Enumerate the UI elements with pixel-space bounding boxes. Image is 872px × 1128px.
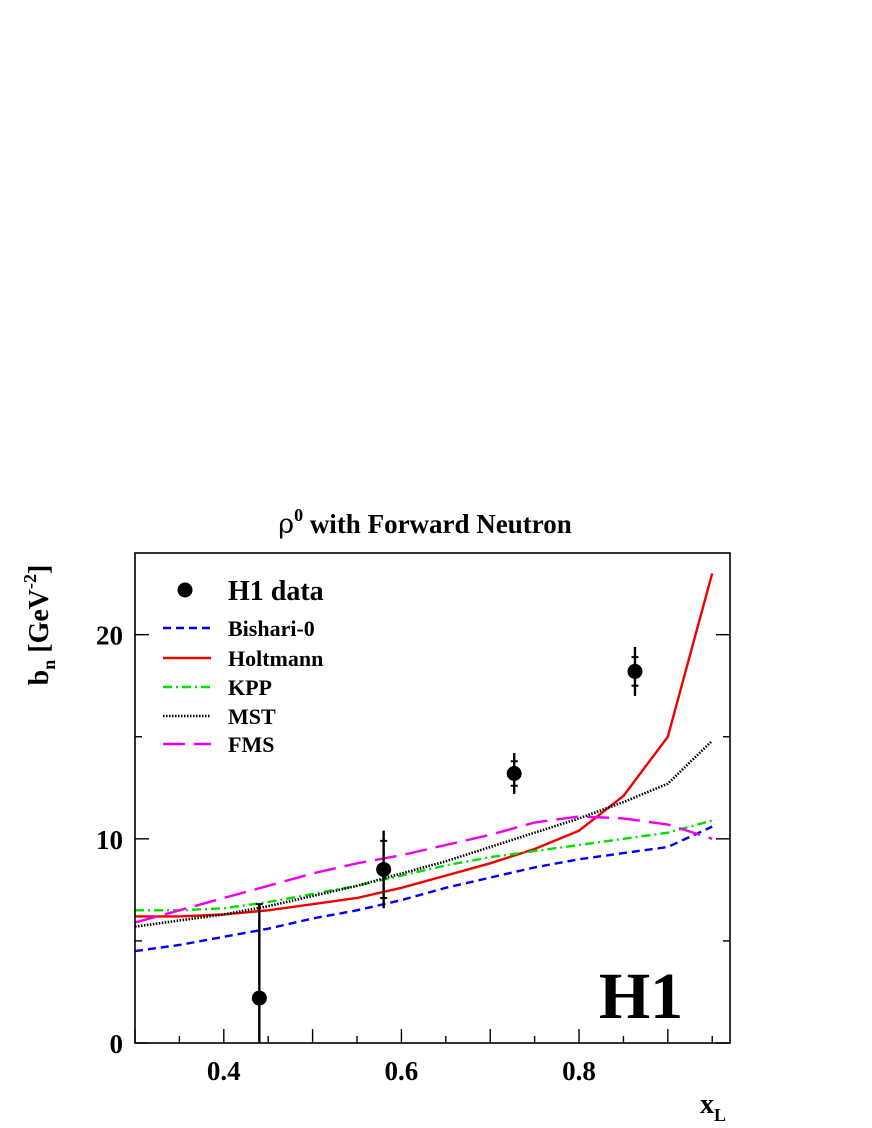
legend-label-fms: FMS (228, 732, 274, 757)
ylabel-sub: n (39, 660, 59, 670)
ylabel-main: b (24, 670, 55, 686)
series-bishari-0-line (134, 825, 713, 953)
y-tick-label: 0 (110, 1029, 124, 1059)
title-main: ρ (278, 509, 294, 540)
chart-title: ρ0 with Forward Neutron (278, 505, 572, 540)
legend-label-kpp: KPP (228, 675, 272, 700)
y-tick-label: 10 (96, 825, 123, 855)
ylabel-close: ] (24, 565, 55, 574)
model-curves (134, 573, 714, 953)
title-rest: with Forward Neutron (303, 509, 572, 539)
data-point (251, 990, 267, 1006)
series-fms-line (134, 815, 713, 924)
axis-tick-labels: 0.4 0.6 0.8 0 10 20 (96, 621, 596, 1086)
legend-label-bishari-0: Bishari-0 (228, 616, 315, 641)
legend-label-holtmann: Holtmann (228, 646, 323, 671)
series-kpp-line (135, 819, 713, 912)
legend-label-mst: MST (228, 704, 276, 729)
ylabel-unit: [GeV (24, 589, 55, 660)
y-axis-label: bn [GeV-2] (20, 565, 59, 686)
plot-frame (134, 552, 731, 1044)
h1-watermark: H1 (599, 960, 683, 1033)
xlabel-sub: L (714, 1105, 726, 1125)
legend: H1 data Bishari-0 Holtmann KPP MST FMS (163, 576, 324, 757)
ylabel-sup: -2 (20, 574, 40, 589)
x-axis-label: xL (700, 1089, 726, 1125)
y-tick-label: 20 (96, 621, 123, 651)
x-tick-label: 0.4 (207, 1056, 241, 1086)
legend-marker-h1-data (177, 582, 193, 598)
data-point (376, 861, 392, 877)
data-point (627, 663, 643, 679)
series-mst-line (134, 739, 714, 928)
series-holtmann-line (135, 573, 714, 918)
legend-label-h1-data: H1 data (228, 576, 324, 607)
data-points (251, 646, 643, 1043)
x-tick-label: 0.6 (385, 1056, 419, 1086)
xlabel-main: x (700, 1089, 714, 1120)
x-tick-label: 0.8 (562, 1056, 596, 1086)
axis-ticks (134, 633, 730, 1044)
data-point (506, 766, 522, 781)
title-sup: 0 (294, 505, 303, 525)
